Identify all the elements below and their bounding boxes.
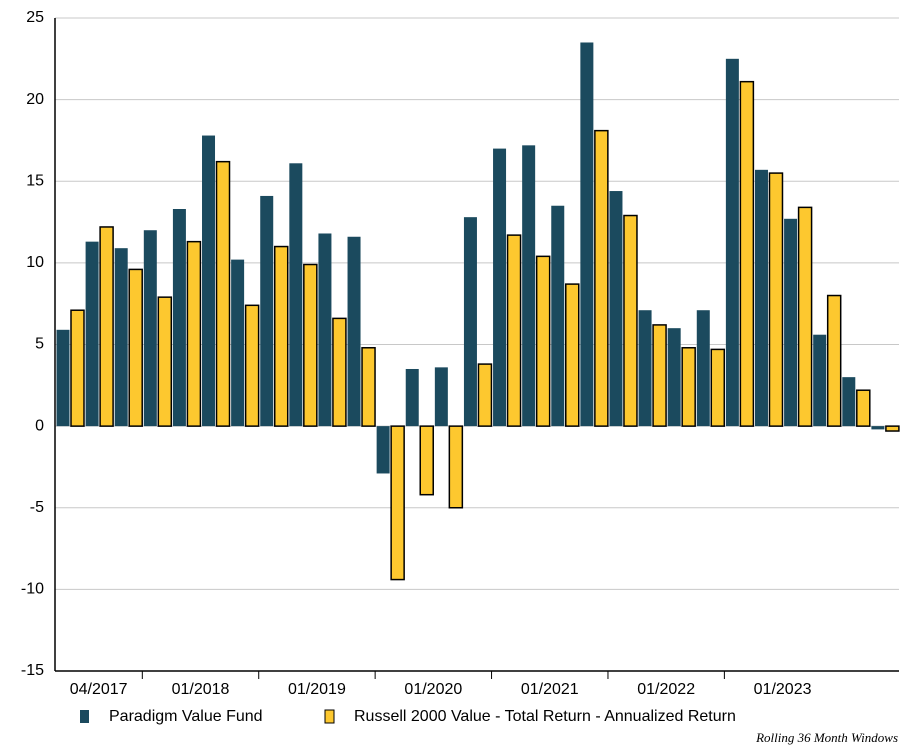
bar bbox=[289, 163, 303, 427]
bar bbox=[186, 240, 202, 427]
y-tick-label: 25 bbox=[26, 9, 44, 26]
bar bbox=[244, 304, 260, 427]
bar bbox=[99, 226, 114, 427]
bar bbox=[361, 347, 376, 427]
bar bbox=[580, 42, 594, 427]
y-tick-label: 15 bbox=[26, 172, 44, 189]
bar bbox=[303, 263, 318, 427]
bar bbox=[70, 309, 85, 427]
bar bbox=[565, 283, 580, 427]
footnote: Rolling 36 Month Windows bbox=[755, 730, 898, 745]
bar bbox=[260, 195, 274, 427]
bar bbox=[725, 58, 739, 427]
bar bbox=[696, 310, 710, 427]
bar bbox=[376, 426, 390, 474]
bar bbox=[231, 259, 245, 427]
bar bbox=[273, 245, 289, 427]
bar bbox=[551, 205, 565, 427]
bar bbox=[784, 218, 798, 427]
x-tick-label: 01/2023 bbox=[754, 681, 812, 698]
bar bbox=[332, 317, 347, 427]
bar bbox=[842, 377, 856, 427]
bar bbox=[739, 80, 755, 427]
y-tick-label: -10 bbox=[21, 581, 44, 598]
y-tick-label: -5 bbox=[30, 499, 44, 516]
bar bbox=[813, 334, 827, 427]
bar bbox=[754, 169, 768, 427]
bar bbox=[681, 347, 696, 427]
bar bbox=[56, 329, 70, 427]
bar bbox=[885, 425, 900, 432]
x-tick-label: 01/2022 bbox=[637, 681, 695, 698]
bar bbox=[797, 206, 813, 427]
bar bbox=[871, 426, 885, 430]
bar bbox=[405, 368, 419, 427]
legend-swatch bbox=[324, 709, 335, 724]
x-tick-label: 04/2017 bbox=[70, 681, 128, 698]
x-tick-label: 01/2020 bbox=[404, 681, 462, 698]
y-tick-label: -15 bbox=[21, 662, 44, 679]
bar bbox=[434, 367, 448, 427]
bar bbox=[419, 425, 434, 496]
bar bbox=[609, 191, 623, 427]
bar bbox=[347, 236, 361, 427]
bar bbox=[114, 248, 128, 427]
bar bbox=[143, 230, 157, 427]
bar bbox=[493, 148, 507, 427]
x-tick-label: 01/2021 bbox=[521, 681, 579, 698]
bar bbox=[667, 328, 681, 427]
bar bbox=[172, 209, 186, 427]
bar bbox=[856, 389, 871, 427]
y-tick-label: 0 bbox=[35, 417, 44, 434]
x-tick-label: 01/2018 bbox=[172, 681, 230, 698]
bar bbox=[623, 214, 638, 427]
bar bbox=[768, 172, 784, 427]
bar bbox=[157, 296, 173, 427]
bar bbox=[202, 135, 216, 427]
bar bbox=[463, 217, 477, 427]
bar bbox=[390, 425, 405, 581]
y-tick-label: 5 bbox=[35, 336, 44, 353]
bar bbox=[85, 241, 99, 427]
y-tick-label: 20 bbox=[26, 91, 44, 108]
bar bbox=[594, 129, 609, 427]
bar bbox=[522, 145, 536, 427]
bar bbox=[710, 348, 726, 427]
bar bbox=[826, 294, 842, 427]
y-tick-label: 10 bbox=[26, 254, 44, 271]
bar bbox=[215, 160, 231, 427]
legend-label: Paradigm Value Fund bbox=[109, 708, 263, 725]
bar bbox=[448, 425, 464, 509]
legend-label: Russell 2000 Value - Total Return - Annu… bbox=[354, 708, 736, 725]
bar bbox=[652, 324, 667, 427]
x-tick-label: 01/2019 bbox=[288, 681, 346, 698]
bar bbox=[638, 310, 652, 427]
bar bbox=[477, 363, 493, 427]
bar bbox=[506, 234, 522, 427]
bar bbox=[318, 233, 332, 427]
legend-swatch bbox=[80, 710, 89, 723]
bar bbox=[128, 268, 143, 427]
bar bbox=[535, 255, 551, 427]
